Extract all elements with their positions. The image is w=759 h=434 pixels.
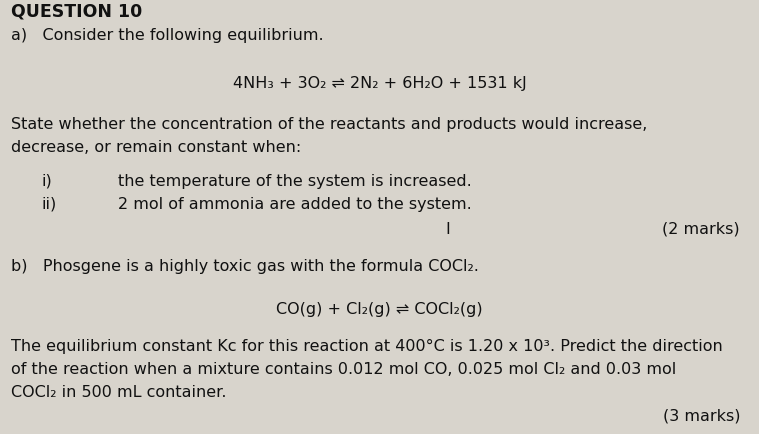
Text: State whether the concentration of the reactants and products would increase,: State whether the concentration of the r… — [11, 117, 647, 132]
Text: QUESTION 10: QUESTION 10 — [11, 2, 143, 20]
Text: ii): ii) — [42, 196, 57, 211]
Text: The equilibrium constant Kᴄ for this reaction at 400°C is 1.20 x 10³. Predict th: The equilibrium constant Kᴄ for this rea… — [11, 339, 723, 354]
Text: 4NH₃ + 3O₂ ⇌ 2N₂ + 6H₂O + 1531 kJ: 4NH₃ + 3O₂ ⇌ 2N₂ + 6H₂O + 1531 kJ — [232, 76, 527, 91]
Text: CO(g) + Cl₂(g) ⇌ COCl₂(g): CO(g) + Cl₂(g) ⇌ COCl₂(g) — [276, 302, 483, 316]
Text: I: I — [446, 221, 450, 236]
Text: the temperature of the system is increased.: the temperature of the system is increas… — [118, 174, 471, 188]
Text: (3 marks): (3 marks) — [663, 408, 740, 423]
Text: 2 mol of ammonia are added to the system.: 2 mol of ammonia are added to the system… — [118, 196, 471, 211]
Text: decrease, or remain constant when:: decrease, or remain constant when: — [11, 140, 301, 155]
Text: a)   Consider the following equilibrium.: a) Consider the following equilibrium. — [11, 28, 324, 43]
Text: i): i) — [42, 174, 52, 188]
Text: (2 marks): (2 marks) — [663, 221, 740, 236]
Text: b)   Phosgene is a highly toxic gas with the formula COCl₂.: b) Phosgene is a highly toxic gas with t… — [11, 258, 479, 273]
Text: of the reaction when a mixture contains 0.012 mol CO, 0.025 mol Cl₂ and 0.03 mol: of the reaction when a mixture contains … — [11, 361, 676, 376]
Text: COCl₂ in 500 mL container.: COCl₂ in 500 mL container. — [11, 384, 227, 398]
